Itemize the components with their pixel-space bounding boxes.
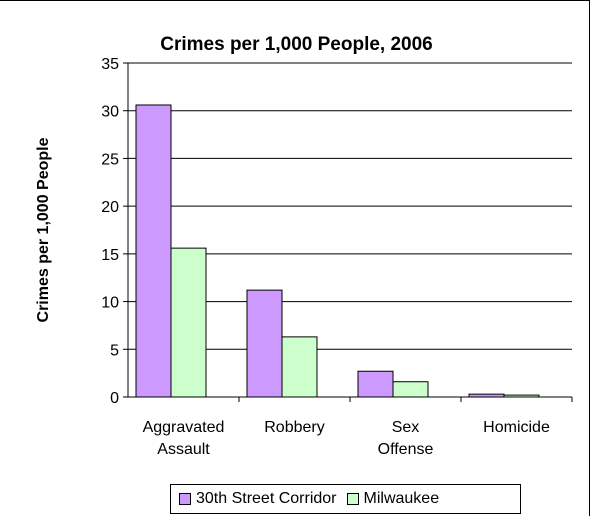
bar-milwaukee [392, 381, 429, 398]
y-tick-label: 0 [110, 390, 119, 407]
bar-milwaukee [503, 394, 540, 398]
legend-label: Milwaukee [363, 490, 440, 507]
legend-item: 30th Street Corridor [179, 490, 337, 508]
x-tick-label: Sex [392, 419, 420, 436]
y-axis-label: Crimes per 1,000 People [35, 137, 52, 322]
y-tick-label: 20 [101, 199, 119, 216]
x-tick-label: Assault [157, 441, 210, 458]
y-tick-label: 15 [101, 247, 119, 264]
bar-30th-street-corridor [135, 104, 172, 398]
legend-item: Milwaukee [346, 490, 440, 508]
y-tick-label: 30 [101, 104, 119, 121]
bar-milwaukee [281, 336, 318, 398]
y-tick-label: 5 [110, 342, 119, 359]
bar-milwaukee [170, 247, 207, 398]
x-tick-label: Aggravated [143, 419, 225, 436]
legend-swatch [179, 493, 191, 505]
chart-title: Crimes per 1,000 People, 2006 [160, 34, 433, 55]
bar-30th-street-corridor [246, 289, 283, 398]
x-tick-label: Robbery [264, 419, 324, 436]
x-tick-label: Homicide [483, 419, 550, 436]
y-tick-label: 25 [101, 151, 119, 168]
legend-label: 30th Street Corridor [196, 490, 337, 507]
bar-30th-street-corridor [468, 393, 505, 398]
x-tick-label: Offense [378, 441, 434, 458]
chart-legend: 30th Street Corridor Milwaukee [170, 484, 521, 514]
legend-swatch [346, 493, 359, 505]
y-tick-label: 10 [101, 295, 119, 312]
bar-30th-street-corridor [357, 370, 394, 398]
y-tick-label: 35 [101, 56, 119, 73]
